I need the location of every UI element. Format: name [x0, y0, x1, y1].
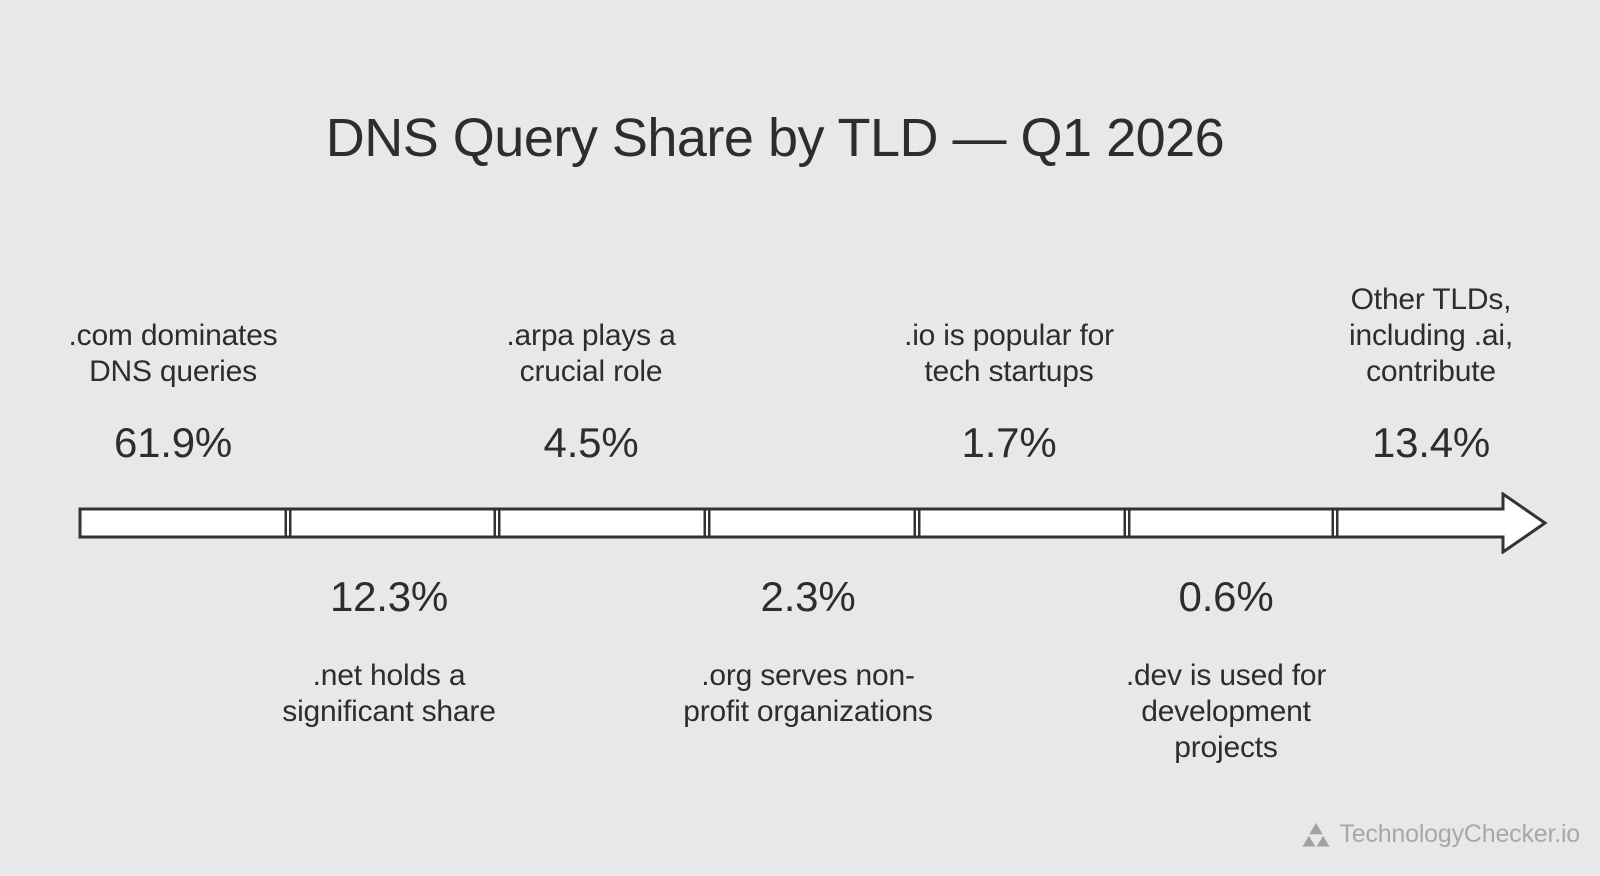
milestone-description-line: profit organizations: [683, 695, 933, 728]
arrow-graphic: [78, 491, 1548, 555]
milestone-description: .dev is used for development projects: [1066, 658, 1386, 766]
arrow-outline: [78, 491, 1548, 555]
page-title: DNS Query Share by TLD — Q1 2026: [325, 108, 1225, 168]
milestone-value: 2.3%: [760, 573, 856, 620]
triforce-triangle-icon: [1302, 822, 1330, 846]
milestone-description-line: .io is popular for: [904, 319, 1114, 352]
branding: TechnologyChecker.io: [1302, 820, 1580, 849]
milestone-description-line: tech startups: [924, 355, 1094, 388]
milestone-com: .com dominates DNS queries 61.9%: [13, 318, 333, 468]
milestone-description: Other TLDs, including .ai, contribute: [1271, 282, 1591, 390]
milestone-value: 1.7%: [961, 419, 1057, 466]
arrow-segment-dividers: [284, 510, 1339, 536]
milestone-description-line: .org serves non-: [701, 659, 915, 692]
milestone-org: 2.3% .org serves non- profit organizatio…: [648, 572, 968, 730]
milestone-description-line: .net holds a: [312, 659, 466, 692]
milestone-description: .net holds a significant share: [229, 658, 549, 730]
milestone-value: 12.3%: [329, 573, 449, 620]
milestone-net: 12.3% .net holds a significant share: [229, 572, 549, 730]
milestone-description: .org serves non- profit organizations: [648, 658, 968, 730]
milestone-other: Other TLDs, including .ai, contribute 13…: [1271, 282, 1591, 468]
timeline-arrow: [78, 491, 1548, 555]
milestone-description-line: significant share: [282, 695, 496, 728]
milestone-description-line: Other TLDs,: [1350, 283, 1512, 316]
milestone-description: .io is popular for tech startups: [849, 318, 1169, 390]
milestone-description-line: including .ai,: [1349, 319, 1513, 352]
milestone-dev: 0.6% .dev is used for development projec…: [1066, 572, 1386, 766]
milestone-value: 0.6%: [1178, 573, 1274, 620]
milestone-value: 4.5%: [543, 419, 639, 466]
milestone-description-line: .dev is used for: [1125, 659, 1327, 692]
milestone-description-line: projects: [1174, 731, 1278, 764]
milestone-arpa: .arpa plays a crucial role 4.5%: [431, 318, 751, 468]
milestone-description-line: crucial role: [519, 355, 663, 388]
milestone-description-line: contribute: [1366, 355, 1496, 388]
milestone-description-line: DNS queries: [89, 355, 257, 388]
milestone-value: 61.9%: [113, 419, 233, 466]
milestone-description: .arpa plays a crucial role: [431, 318, 751, 390]
milestone-description-line: .arpa plays a: [506, 319, 676, 352]
milestone-description-line: development: [1141, 695, 1311, 728]
milestone-io: .io is popular for tech startups 1.7%: [849, 318, 1169, 468]
branding-label: TechnologyChecker.io: [1339, 820, 1580, 848]
milestone-description-line: .com dominates: [68, 319, 278, 352]
milestone-value: 13.4%: [1371, 419, 1491, 466]
milestone-description: .com dominates DNS queries: [13, 318, 333, 390]
